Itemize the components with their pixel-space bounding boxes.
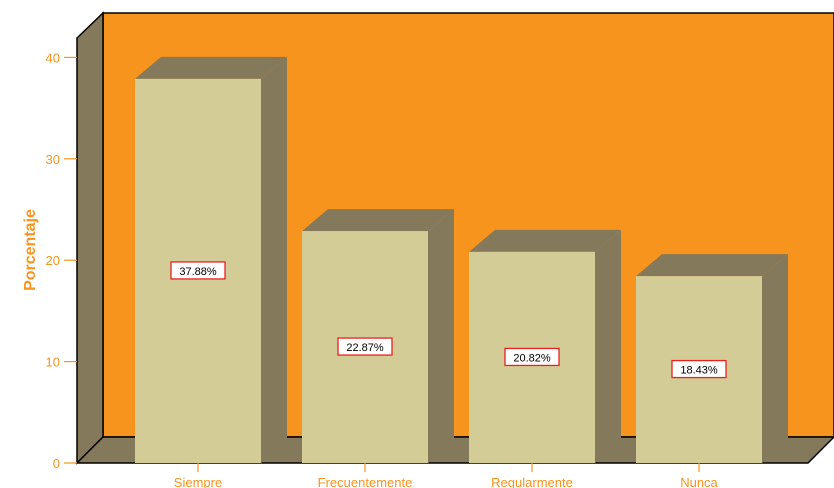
bar-top [135,56,287,79]
data-label-text: 18.43% [680,365,718,377]
bar-side [762,254,788,463]
side-wall [76,11,104,465]
y-tick-label: 20 [46,253,60,268]
bar-side [428,209,454,463]
bar-top [469,229,621,252]
bar-side [595,229,621,463]
data-label-box [671,359,727,379]
y-tick-label: 40 [46,50,60,65]
x-tick-label: Regularmente [491,475,573,488]
data-label: 20.82% [504,347,560,367]
data-label-box [170,261,226,280]
bar-regularmente: 20.82% [469,229,621,463]
bar-side [261,56,287,464]
y-tick-label: 10 [46,355,60,370]
data-label-text: 37.88% [179,266,217,278]
data-label: 22.87% [337,337,393,356]
bar-frecuentemente: 22.87% [302,209,454,463]
data-label-box [504,347,560,367]
x-tick-label: Nunca [680,475,718,488]
data-label: 37.88% [170,261,226,280]
bar-top [302,209,454,232]
data-label-text: 20.82% [513,352,551,364]
bar-siempre: 37.88% [135,56,287,464]
y-tick-label: 0 [53,456,60,471]
data-label-text: 22.87% [346,342,384,354]
y-tick-label: 30 [46,152,60,167]
bar-nunca: 18.43% [636,254,788,463]
y-axis-title: Porcentaje [22,209,39,291]
data-label: 18.43% [671,359,727,379]
x-tick-label: Siempre [174,475,222,488]
bar-top [636,254,788,277]
x-tick-label: Frecuentemente [318,475,413,488]
data-label-box [337,337,393,356]
